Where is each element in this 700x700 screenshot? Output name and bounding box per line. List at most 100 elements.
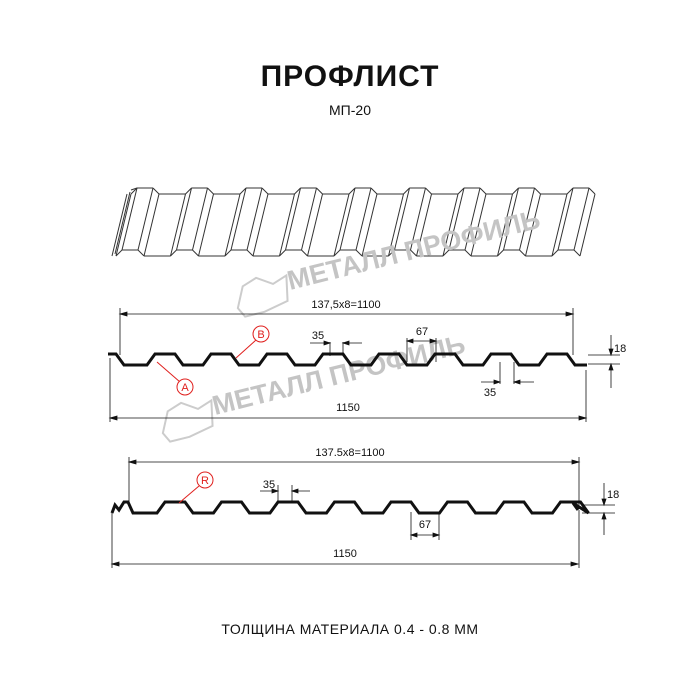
sheet-edge-line <box>479 187 487 195</box>
sheet-edge-line <box>207 187 214 195</box>
sheet-edge-line <box>137 249 145 257</box>
sheet-edge-line <box>410 249 417 257</box>
sheet-edge-line <box>152 187 160 195</box>
marker-b <box>235 325 270 359</box>
watermark-1: МЕТАЛЛ ПРОФИЛЬ <box>236 204 543 318</box>
height-label: 18 <box>607 489 619 501</box>
sheet-edge-line <box>224 249 232 257</box>
sheet-edge-line <box>252 193 269 257</box>
sheet-edge-line <box>115 193 132 257</box>
sheet-edge-line <box>121 187 138 251</box>
sheet-edge-line <box>301 249 308 257</box>
sheet-edge-line <box>557 187 574 251</box>
sheet-edge-line <box>370 187 378 195</box>
sheet-edge-line <box>279 193 295 257</box>
sheet-edge-line <box>339 187 356 251</box>
sheet-edge-line <box>130 187 138 195</box>
sheet-edge-line <box>388 249 395 257</box>
sheet-edge-line <box>403 187 410 195</box>
profile-1: 137,5x8=1100 1150 35 67 35 18 <box>108 299 626 422</box>
sheet-edge-line <box>307 193 323 257</box>
sheet-edge-line <box>246 187 263 251</box>
marker-a-label: A <box>181 382 189 394</box>
sheet-edge-line <box>464 187 481 251</box>
watermark-logo-icon <box>236 273 289 318</box>
rib-top-dimension <box>260 485 310 503</box>
sheet-edge-line <box>573 187 590 251</box>
sheet-edge-line <box>246 249 254 257</box>
sheet-edge-line <box>130 187 138 191</box>
sheet-edge-line <box>503 187 519 251</box>
pitch-label: 137,5x8=1100 <box>311 299 380 311</box>
marker-b-label: B <box>257 329 264 341</box>
sheet-edge-line <box>230 187 247 251</box>
marker-r-label: R <box>201 475 209 487</box>
rib-top-label: 35 <box>312 330 324 342</box>
rib-span-label: 67 <box>416 326 428 338</box>
sheet-edge-line <box>176 187 192 251</box>
sheet-edge-line <box>573 249 581 257</box>
pitch-dimension <box>127 457 581 505</box>
sheet-edge-line <box>285 187 301 251</box>
sheet-edge-line <box>425 187 432 195</box>
sheet-edge-line <box>588 187 596 195</box>
sheet-edge-line <box>464 249 472 257</box>
sheet-edge-line <box>137 187 154 251</box>
sheet-edge-line <box>457 187 465 195</box>
sheet-edge-line <box>394 187 410 251</box>
sheet-edge-line <box>279 249 286 257</box>
material-thickness-note: ТОЛЩИНА МАТЕРИАЛА 0.4 - 0.8 ММ <box>221 621 479 637</box>
sheet-edge-line <box>111 193 128 257</box>
sheet-edge-line <box>301 187 317 251</box>
rib-top-label: 35 <box>263 479 275 491</box>
sheet-edge-line <box>551 193 568 257</box>
width-label: 1150 <box>336 402 360 414</box>
height-dimension <box>582 483 615 535</box>
height-dimension <box>588 335 620 388</box>
sheet-edge-line <box>198 193 214 257</box>
sheet-3d-view <box>111 187 596 257</box>
sheet-edge-line <box>355 249 363 257</box>
sheet-edge-line <box>192 249 199 257</box>
width-dimension <box>108 358 588 422</box>
sheet-edge-line <box>519 249 526 257</box>
sheet-edge-line <box>333 249 341 257</box>
marker-a <box>156 361 194 396</box>
sheet-edge-line <box>185 187 192 195</box>
sheet-edge-line <box>355 187 372 251</box>
sheet-edge-line <box>170 249 177 257</box>
sheet-edge-line <box>416 193 432 257</box>
sheet-edge-line <box>519 187 535 251</box>
model-subtitle: МП-20 <box>329 102 371 118</box>
sheet-edge-line <box>551 249 559 257</box>
sheet-edge-line <box>294 187 301 195</box>
sheet-edge-line <box>333 193 350 257</box>
sheet-edge-line <box>316 187 323 195</box>
sheet-edge-line <box>525 193 541 257</box>
sheet-edge-line <box>442 193 459 257</box>
sheet-edge-line <box>497 193 513 257</box>
pitch-label: 137.5x8=1100 <box>315 447 384 459</box>
sheet-edge-line <box>534 187 541 195</box>
sheet-edge-line <box>410 187 426 251</box>
sheet-edge-line <box>348 187 356 195</box>
rib-bottom-label: 35 <box>484 387 496 399</box>
sheet-edge-line <box>114 191 131 255</box>
height-label: 18 <box>614 343 626 355</box>
rib-span-label: 67 <box>419 519 431 531</box>
sheet-edge-line <box>224 193 241 257</box>
sheet-edge-line <box>448 187 465 251</box>
sheet-edge-line <box>192 187 208 251</box>
width-dimension <box>110 510 580 568</box>
sheet-edge-line <box>115 249 123 257</box>
marker-r <box>178 471 214 504</box>
sheet-edge-line <box>239 187 247 195</box>
rib-top-dimension <box>310 340 362 356</box>
profile-2: 137.5x8=1100 1150 35 67 18 R <box>110 447 619 568</box>
sheet-edge-line <box>442 249 450 257</box>
width-label: 1150 <box>333 548 357 560</box>
sheet-edge-line <box>388 193 404 257</box>
sheet-edge-line <box>470 193 487 257</box>
sheet-edge-line <box>170 193 186 257</box>
